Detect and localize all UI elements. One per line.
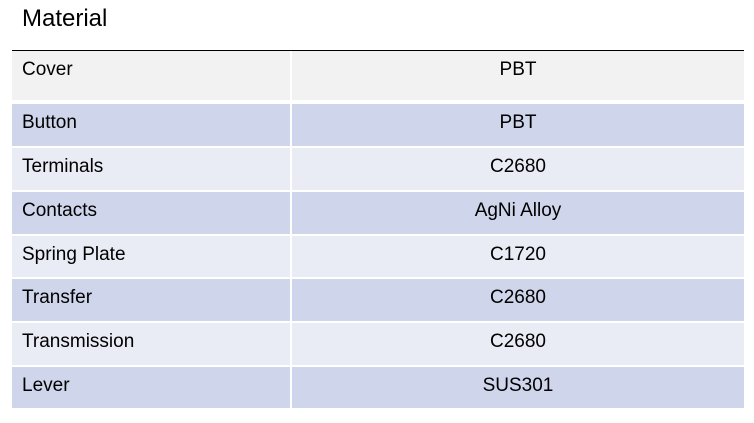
part-cell: Terminals <box>12 148 292 190</box>
part-cell: Cover <box>12 51 292 100</box>
material-cell: PBT <box>499 59 537 80</box>
part-cell: Transmission <box>12 323 292 365</box>
table-row: Spring Plate C1720 <box>12 236 744 277</box>
table-row: Lever SUS301 <box>12 367 744 408</box>
material-cell: C2680 <box>490 156 546 177</box>
table-row: Transfer C2680 <box>12 279 744 321</box>
table-row: Transmission C2680 <box>12 323 744 365</box>
table-row: Cover PBT <box>12 51 744 100</box>
part-cell: Button <box>12 104 292 146</box>
material-cell: C2680 <box>490 287 546 308</box>
part-cell: Lever <box>12 367 292 408</box>
material-cell: SUS301 <box>482 375 554 396</box>
table-row: Contacts AgNi Alloy <box>12 192 744 234</box>
material-cell: AgNi Alloy <box>474 200 562 221</box>
table-row: Button PBT <box>12 104 744 146</box>
material-cell: C1720 <box>490 244 546 265</box>
part-cell: Contacts <box>12 192 292 234</box>
part-cell: Transfer <box>12 279 292 321</box>
table-row: Terminals C2680 <box>12 148 744 190</box>
table-top-border <box>12 50 744 51</box>
page-title: Material <box>22 5 108 32</box>
part-cell: Spring Plate <box>12 236 292 277</box>
material-cell: PBT <box>499 112 537 133</box>
material-cell: C2680 <box>490 331 546 352</box>
